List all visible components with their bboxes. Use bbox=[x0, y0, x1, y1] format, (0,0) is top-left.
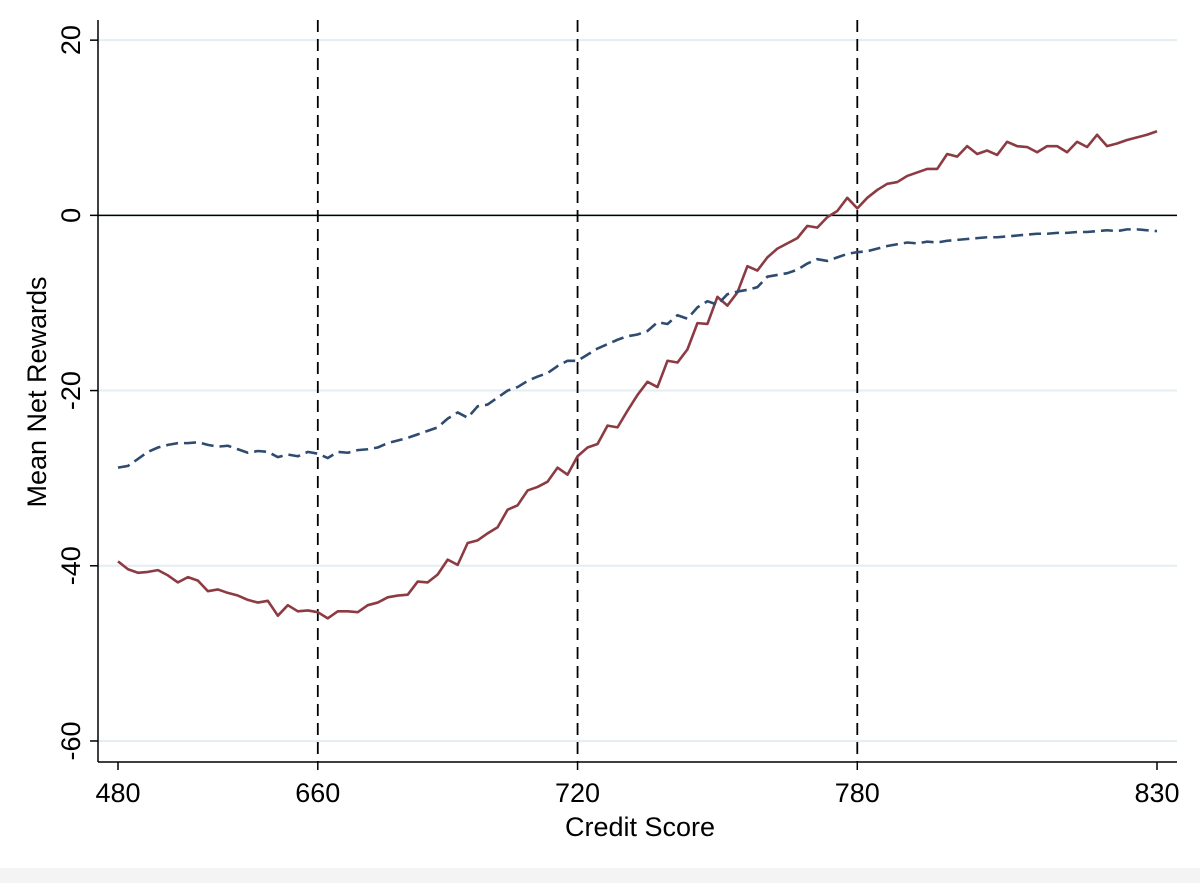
y-tick-label: 20 bbox=[56, 25, 86, 55]
x-tick-label: 720 bbox=[555, 778, 600, 808]
y-tick-label: -40 bbox=[56, 546, 86, 585]
y-axis-label: Mean Net Rewards bbox=[22, 276, 52, 507]
x-axis-label: Credit Score bbox=[565, 812, 715, 842]
bottom-strip bbox=[0, 868, 1200, 883]
x-tick-label: 660 bbox=[295, 778, 340, 808]
series-line bbox=[117, 228, 1158, 469]
y-tick-label: 0 bbox=[56, 208, 86, 223]
x-tick-label: 480 bbox=[95, 778, 140, 808]
y-tick-label: -20 bbox=[56, 371, 86, 410]
y-tick-label: -60 bbox=[56, 721, 86, 760]
x-tick-label: 780 bbox=[835, 778, 880, 808]
x-tick-label: 830 bbox=[1134, 778, 1179, 808]
series-line bbox=[117, 130, 1158, 620]
